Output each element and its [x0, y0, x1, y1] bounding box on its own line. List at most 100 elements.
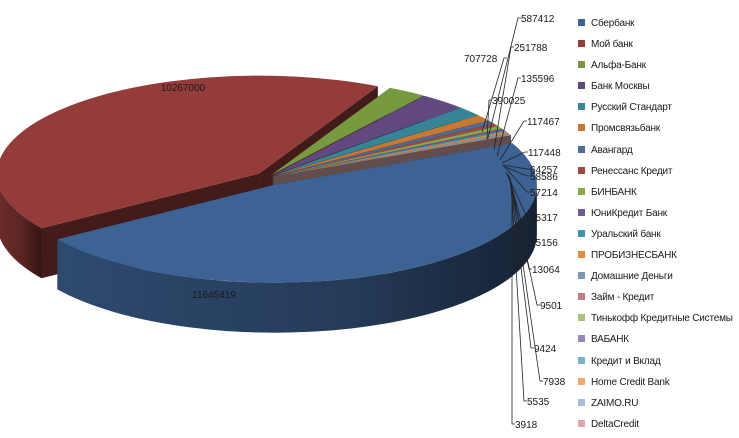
- legend-swatch: [578, 40, 585, 48]
- data-label-17: 9424: [534, 344, 557, 355]
- legend-item: DeltaCredit: [578, 414, 738, 435]
- data-label-19: 5535: [527, 397, 550, 408]
- slice-3: [271, 87, 424, 176]
- legend-label: Домашние Деньги: [591, 271, 673, 283]
- slice-15: [273, 134, 510, 177]
- legend-item: Кредит и Вклад: [578, 351, 738, 372]
- legend-item: БИНБАНК: [578, 182, 738, 203]
- leader-line-5: [493, 46, 514, 151]
- data-label-20: 3918: [515, 420, 538, 431]
- leader-line-12: [502, 165, 530, 177]
- legend-label: Банк Москвы: [591, 81, 650, 93]
- leader-line-8: [499, 120, 527, 161]
- legend-item: Русский Стандарт: [578, 97, 738, 118]
- leader-line-11: [502, 164, 530, 170]
- slice-10: [273, 128, 505, 177]
- data-label-10: 57214: [530, 188, 558, 199]
- legend-item: Банк Москвы: [578, 76, 738, 97]
- legend-item: Домашние Деньги: [578, 266, 738, 287]
- legend-item: Займ - Кредит: [578, 287, 738, 308]
- legend-swatch: [578, 124, 585, 132]
- leader-line-6: [486, 99, 492, 141]
- slice-13: [273, 132, 509, 177]
- legend-swatch: [578, 272, 585, 280]
- data-label-8: 117467: [527, 117, 560, 128]
- data-label-3: 587412: [521, 14, 555, 25]
- legend-item: ЮниКредит Банк: [578, 203, 738, 224]
- slice-4: [271, 95, 461, 176]
- leader-line-4: [481, 57, 507, 133]
- leader-line-16: [509, 177, 540, 306]
- leader-line-10: [503, 165, 530, 193]
- legend-swatch: [578, 82, 585, 90]
- data-label-5: 251788: [514, 43, 548, 54]
- slice-9: [273, 126, 503, 177]
- data-label-13: 35317: [530, 213, 558, 224]
- legend-item: Ренессанс Кредит: [578, 161, 738, 182]
- leader-line-7: [496, 77, 521, 157]
- data-label-12: 58586: [530, 172, 558, 183]
- slice-19: [273, 134, 511, 177]
- legend-item: Альфа-Банк: [578, 55, 738, 76]
- legend-item: Уральский банк: [578, 224, 738, 245]
- legend-swatch: [578, 356, 585, 364]
- legend-item: ZAIMO.RU: [578, 393, 738, 414]
- leader-line-18: [510, 181, 543, 382]
- slice-20: [273, 135, 511, 177]
- pie-tops: [0, 75, 537, 283]
- slice-2: [0, 75, 378, 229]
- legend-swatch: [578, 145, 585, 153]
- legend-label: ZAIMO.RU: [591, 397, 639, 409]
- legend-swatch: [578, 61, 585, 69]
- legend-label: БИНБАНК: [591, 186, 637, 198]
- data-labels: 11645419 10267000 587412 707728 251788 390025…: [161, 14, 566, 431]
- leader-line-17: [509, 179, 534, 349]
- data-label-15: 13064: [532, 265, 560, 276]
- legend-item: Home Credit Bank: [578, 372, 738, 393]
- data-label-7: 135596: [521, 74, 555, 85]
- legend-swatch: [578, 103, 585, 111]
- legend-item: Тинькофф Кредитные Системы: [578, 308, 738, 329]
- leader-line-20: [511, 186, 515, 425]
- legend-swatch: [578, 229, 585, 237]
- legend-label: Мой банк: [591, 39, 633, 51]
- legend-label: Home Credit Bank: [591, 376, 670, 388]
- data-label-1: 11645419: [192, 290, 236, 301]
- data-label-9: 117448: [528, 148, 561, 159]
- legend-label: ЮниКредит Банк: [591, 207, 667, 219]
- legend-swatch: [578, 187, 585, 195]
- legend-label: Уральский банк: [591, 228, 661, 240]
- data-label-18: 7938: [543, 377, 566, 388]
- leader-line-3: [487, 17, 521, 139]
- legend-swatch: [578, 314, 585, 322]
- legend-label: ВАБАНК: [591, 334, 629, 346]
- leader-lines: [481, 17, 543, 425]
- legend-swatch: [578, 208, 585, 216]
- slice-16: [273, 134, 511, 177]
- legend-swatch: [578, 335, 585, 343]
- legend-swatch: [578, 251, 585, 259]
- legend-swatch: [578, 377, 585, 385]
- legend-label: Альфа-Банк: [591, 60, 646, 72]
- slice-8: [273, 123, 499, 177]
- legend-swatch: [578, 398, 585, 406]
- slice-side-1: [57, 184, 537, 333]
- legend-item: Сбербанк: [578, 13, 738, 34]
- data-label-14: 15156: [530, 238, 558, 249]
- legend-label: Ренессанс Кредит: [591, 165, 673, 177]
- slice-17: [273, 134, 511, 177]
- slice-7: [272, 120, 494, 177]
- slice-12: [273, 131, 508, 177]
- legend-swatch: [578, 293, 585, 301]
- legend-item: ВАБАНК: [578, 329, 738, 350]
- legend-label: DeltaCredit: [591, 418, 639, 430]
- data-label-2: 10267000: [161, 83, 206, 94]
- legend-item: Промсвязьбанк: [578, 118, 738, 139]
- leader-line-9: [501, 151, 528, 164]
- slice-5: [272, 107, 479, 176]
- legend-label: Авангард: [591, 144, 633, 156]
- legend: Сбербанк Мой банк Альфа-Банк Банк Москвы Рус…: [578, 13, 738, 435]
- legend-swatch: [578, 166, 585, 174]
- data-label-6: 390025: [492, 96, 526, 107]
